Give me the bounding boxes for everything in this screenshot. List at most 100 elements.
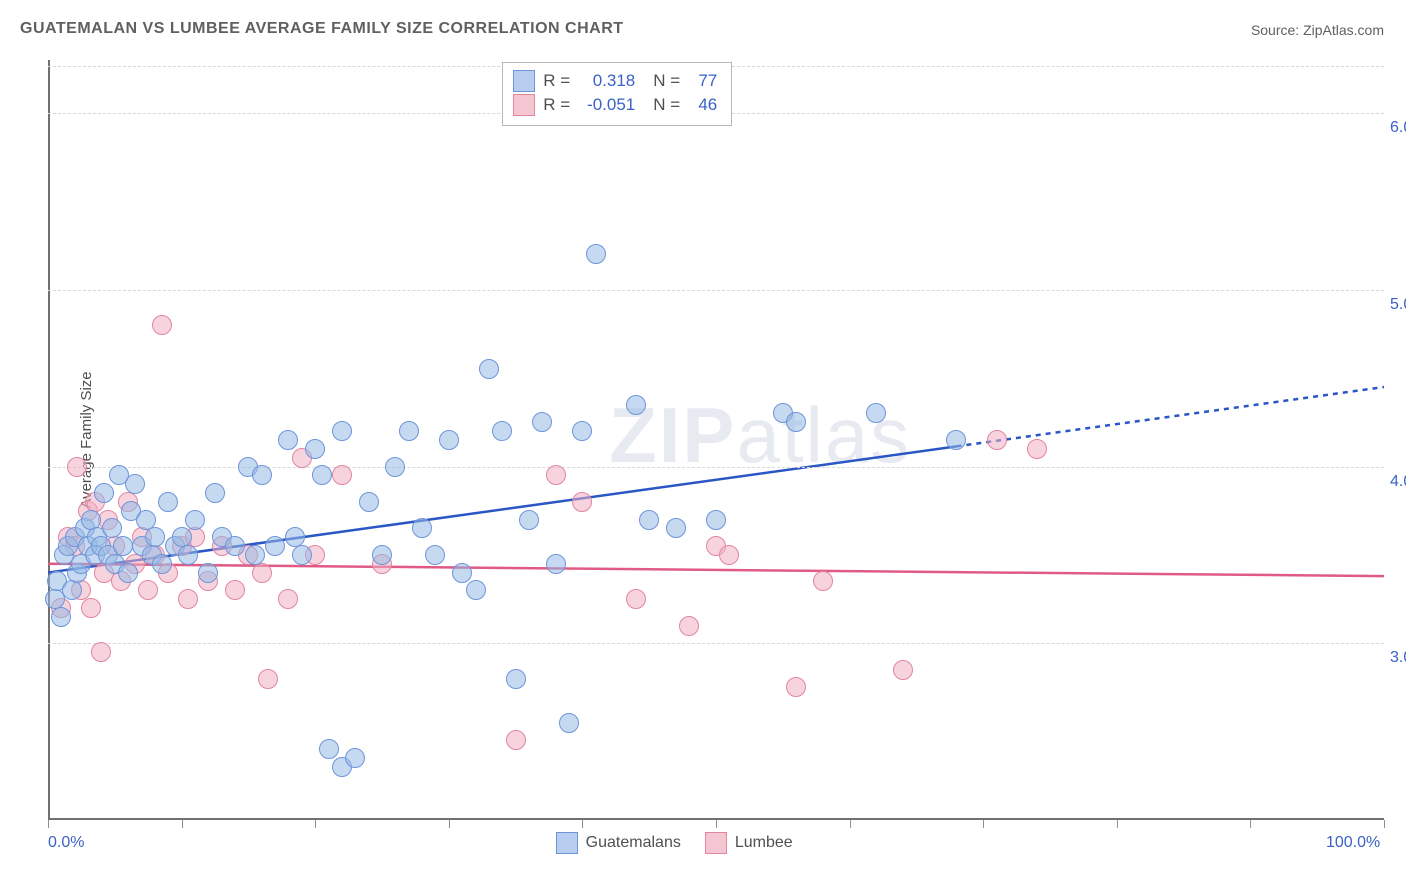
regression-legend: R = 0.318 N = 77 R = -0.051 N = 46 bbox=[502, 62, 732, 126]
scatter-point bbox=[225, 580, 245, 600]
r-label: R = bbox=[543, 95, 571, 115]
scatter-point bbox=[113, 536, 133, 556]
n-value: 46 bbox=[689, 95, 717, 115]
x-axis-min-label: 0.0% bbox=[48, 834, 84, 852]
scatter-point bbox=[639, 510, 659, 530]
x-tick bbox=[1384, 820, 1385, 828]
n-value: 77 bbox=[689, 71, 717, 91]
scatter-point bbox=[679, 616, 699, 636]
grid-line bbox=[48, 290, 1384, 291]
x-tick bbox=[182, 820, 183, 828]
scatter-point bbox=[62, 580, 82, 600]
scatter-point bbox=[91, 642, 111, 662]
scatter-point bbox=[359, 492, 379, 512]
scatter-point bbox=[198, 563, 218, 583]
scatter-point bbox=[385, 457, 405, 477]
x-axis-max-label: 100.0% bbox=[1326, 834, 1380, 852]
scatter-point bbox=[492, 421, 512, 441]
scatter-point bbox=[506, 730, 526, 750]
scatter-point bbox=[893, 660, 913, 680]
scatter-point bbox=[626, 589, 646, 609]
source-label: Source: bbox=[1251, 22, 1299, 38]
scatter-point bbox=[252, 465, 272, 485]
legend-item: Lumbee bbox=[705, 832, 793, 854]
scatter-point bbox=[252, 563, 272, 583]
r-value: -0.051 bbox=[579, 95, 635, 115]
scatter-point bbox=[245, 545, 265, 565]
x-tick bbox=[48, 820, 49, 828]
x-tick bbox=[449, 820, 450, 828]
regression-legend-row: R = 0.318 N = 77 bbox=[513, 69, 717, 93]
scatter-point bbox=[152, 315, 172, 335]
x-tick bbox=[315, 820, 316, 828]
scatter-point bbox=[572, 421, 592, 441]
legend-swatch bbox=[556, 832, 578, 854]
scatter-point bbox=[305, 439, 325, 459]
scatter-point bbox=[312, 465, 332, 485]
scatter-point bbox=[626, 395, 646, 415]
scatter-point bbox=[102, 518, 122, 538]
x-tick bbox=[850, 820, 851, 828]
scatter-point bbox=[1027, 439, 1047, 459]
scatter-point bbox=[666, 518, 686, 538]
source-site: ZipAtlas.com bbox=[1303, 22, 1384, 38]
source-line: Source: ZipAtlas.com bbox=[1251, 22, 1384, 38]
plot-area: Average Family Size ZIPatlas 3.004.005.0… bbox=[48, 60, 1384, 820]
scatter-point bbox=[51, 607, 71, 627]
chart-title: GUATEMALAN VS LUMBEE AVERAGE FAMILY SIZE… bbox=[20, 20, 624, 38]
n-label: N = bbox=[653, 71, 681, 91]
scatter-point bbox=[546, 554, 566, 574]
scatter-point bbox=[399, 421, 419, 441]
y-tick-label: 4.00 bbox=[1390, 473, 1406, 491]
scatter-point bbox=[506, 669, 526, 689]
x-tick bbox=[716, 820, 717, 828]
x-tick bbox=[1250, 820, 1251, 828]
scatter-point bbox=[67, 457, 87, 477]
scatter-point bbox=[412, 518, 432, 538]
r-value: 0.318 bbox=[579, 71, 635, 91]
x-tick bbox=[582, 820, 583, 828]
series-legend: Guatemalans Lumbee bbox=[556, 832, 793, 854]
scatter-point bbox=[265, 536, 285, 556]
scatter-point bbox=[152, 554, 172, 574]
scatter-point bbox=[319, 739, 339, 759]
legend-item: Guatemalans bbox=[556, 832, 681, 854]
scatter-point bbox=[946, 430, 966, 450]
scatter-point bbox=[205, 483, 225, 503]
x-tick bbox=[1117, 820, 1118, 828]
scatter-point bbox=[546, 465, 566, 485]
scatter-point bbox=[158, 492, 178, 512]
y-tick-label: 6.00 bbox=[1390, 119, 1406, 137]
scatter-point bbox=[185, 510, 205, 530]
regression-legend-row: R = -0.051 N = 46 bbox=[513, 93, 717, 117]
scatter-point bbox=[178, 545, 198, 565]
legend-label: Guatemalans bbox=[586, 834, 681, 852]
regression-line bbox=[48, 564, 1384, 576]
scatter-point bbox=[786, 677, 806, 697]
legend-label: Lumbee bbox=[735, 834, 793, 852]
scatter-point bbox=[278, 430, 298, 450]
r-label: R = bbox=[543, 71, 571, 91]
scatter-point bbox=[559, 713, 579, 733]
scatter-point bbox=[81, 598, 101, 618]
grid-line bbox=[48, 643, 1384, 644]
regression-line-extrapolated bbox=[956, 387, 1384, 446]
scatter-point bbox=[138, 580, 158, 600]
scatter-point bbox=[292, 545, 312, 565]
scatter-point bbox=[466, 580, 486, 600]
scatter-point bbox=[813, 571, 833, 591]
scatter-point bbox=[332, 421, 352, 441]
n-label: N = bbox=[653, 95, 681, 115]
scatter-point bbox=[987, 430, 1007, 450]
scatter-point bbox=[425, 545, 445, 565]
scatter-point bbox=[586, 244, 606, 264]
legend-swatch bbox=[705, 832, 727, 854]
scatter-point bbox=[439, 430, 459, 450]
scatter-point bbox=[572, 492, 592, 512]
scatter-point bbox=[479, 359, 499, 379]
scatter-point bbox=[786, 412, 806, 432]
scatter-point bbox=[118, 563, 138, 583]
scatter-point bbox=[345, 748, 365, 768]
scatter-point bbox=[258, 669, 278, 689]
scatter-point bbox=[372, 545, 392, 565]
